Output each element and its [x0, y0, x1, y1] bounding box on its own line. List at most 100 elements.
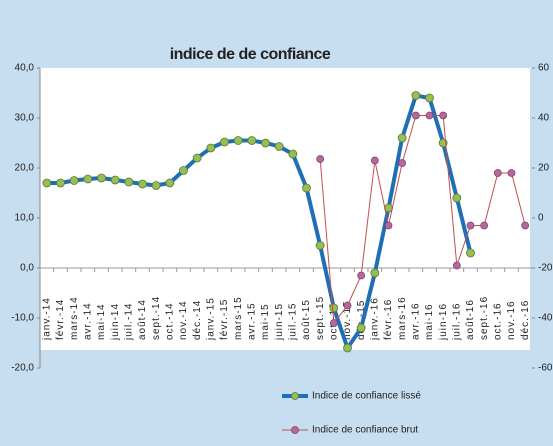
- data-point: [329, 303, 339, 313]
- y2-tick-label: -20: [538, 263, 553, 274]
- data-point: [425, 111, 434, 120]
- data-point: [42, 178, 52, 188]
- data-point: [357, 271, 366, 280]
- legend-label: Indice de confiance brut: [312, 425, 418, 436]
- x-tick-label: juil.-14: [123, 303, 134, 341]
- x-tick-label: avr.-14: [82, 302, 93, 340]
- data-point: [288, 149, 298, 159]
- x-tick-label: mars-15: [233, 296, 244, 340]
- x-tick-label: mai-14: [96, 303, 107, 340]
- data-point: [439, 111, 448, 120]
- legend-marker: [291, 392, 299, 400]
- x-tick-label: nov.-16: [506, 300, 517, 340]
- data-point: [274, 142, 284, 151]
- data-point: [370, 156, 379, 165]
- data-point: [179, 166, 188, 175]
- data-point: [370, 268, 380, 278]
- data-point: [411, 91, 421, 100]
- x-tick-label: oct.-16: [492, 302, 503, 340]
- y-tick-label: 40,0: [15, 63, 35, 74]
- data-point: [507, 169, 516, 177]
- legend-label: Indice de confiance lissé: [312, 391, 421, 402]
- data-point: [316, 155, 325, 163]
- x-tick-label: févr.-16: [383, 299, 394, 340]
- data-point: [343, 343, 352, 353]
- x-tick-label: juin-15: [274, 303, 285, 341]
- x-tick-label: sept.-15: [315, 296, 326, 340]
- x-tick-label: août-14: [137, 299, 148, 340]
- y-tick-label: 10,0: [15, 213, 35, 224]
- x-tick-label: mars-16: [397, 296, 408, 340]
- x-tick-label: avr.-15: [246, 302, 257, 340]
- data-point: [97, 173, 106, 183]
- y2-tick-label: 0: [538, 213, 544, 224]
- data-point: [329, 319, 338, 327]
- y-tick-label: -20,0: [11, 363, 34, 374]
- data-point: [398, 159, 407, 167]
- y2-tick-label: 40: [538, 113, 550, 124]
- x-tick-label: janv.-14: [41, 297, 52, 341]
- data-point: [192, 153, 202, 163]
- x-tick-label: août-15: [301, 299, 312, 340]
- data-point: [151, 181, 161, 190]
- data-point: [452, 261, 461, 270]
- x-tick-label: juin-14: [110, 303, 121, 341]
- x-tick-label: nov.-15: [342, 300, 353, 340]
- data-point: [56, 178, 65, 188]
- x-tick-label: oct.-14: [164, 302, 175, 340]
- x-tick-label: nov.-14: [178, 300, 189, 340]
- series-line: [319, 115, 526, 325]
- data-point: [165, 178, 175, 188]
- y-tick-label: 0,0: [20, 263, 34, 274]
- y-tick-label: 20,0: [15, 163, 35, 174]
- x-tick-label: avr.-16: [410, 302, 421, 340]
- x-tick-label: juin-16: [438, 303, 449, 341]
- x-tick-label: sept.-16: [479, 296, 490, 340]
- x-tick-label: mai-16: [424, 303, 435, 340]
- x-tick-label: sept.-14: [151, 296, 162, 340]
- x-tick-label: janv.-16: [369, 297, 380, 341]
- data-point: [466, 221, 475, 230]
- x-tick-label: févr.-15: [219, 299, 230, 340]
- data-point: [397, 133, 407, 143]
- data-point: [302, 183, 311, 193]
- data-point: [521, 221, 530, 230]
- data-point: [233, 136, 243, 145]
- x-tick-label: juil.-16: [451, 303, 462, 341]
- chart-title: indice de de confiance: [170, 46, 331, 63]
- y2-tick-label: -40: [538, 313, 553, 324]
- legend-marker: [291, 426, 299, 434]
- data-point: [343, 301, 352, 310]
- y2-tick-label: -60: [538, 363, 553, 374]
- data-point: [261, 138, 270, 148]
- x-tick-label: déc.-14: [192, 300, 203, 340]
- data-point: [110, 175, 120, 185]
- y2-tick-label: 60: [538, 63, 550, 74]
- x-tick-label: janv.-15: [205, 297, 216, 341]
- y-tick-label: 30,0: [15, 113, 35, 124]
- x-tick-label: août-16: [465, 299, 476, 340]
- data-point: [138, 179, 147, 189]
- x-tick-label: juil.-15: [287, 303, 298, 341]
- data-point: [384, 221, 393, 230]
- data-point: [425, 93, 434, 103]
- x-tick-label: déc.-16: [520, 300, 531, 340]
- data-point: [493, 169, 502, 177]
- data-point: [466, 248, 475, 258]
- data-point: [220, 137, 229, 147]
- x-tick-label: mars-14: [69, 296, 80, 340]
- y-tick-label: -10,0: [11, 313, 34, 324]
- data-point: [356, 323, 366, 333]
- data-point: [206, 143, 216, 153]
- data-point: [69, 176, 79, 185]
- data-point: [124, 177, 134, 187]
- data-point: [452, 193, 462, 203]
- data-point: [480, 221, 489, 230]
- data-point: [247, 136, 257, 145]
- data-point: [83, 174, 93, 184]
- data-point: [315, 241, 325, 250]
- plot-area: [40, 68, 530, 350]
- x-tick-label: mai-15: [260, 303, 271, 340]
- y2-tick-label: 20: [538, 163, 550, 174]
